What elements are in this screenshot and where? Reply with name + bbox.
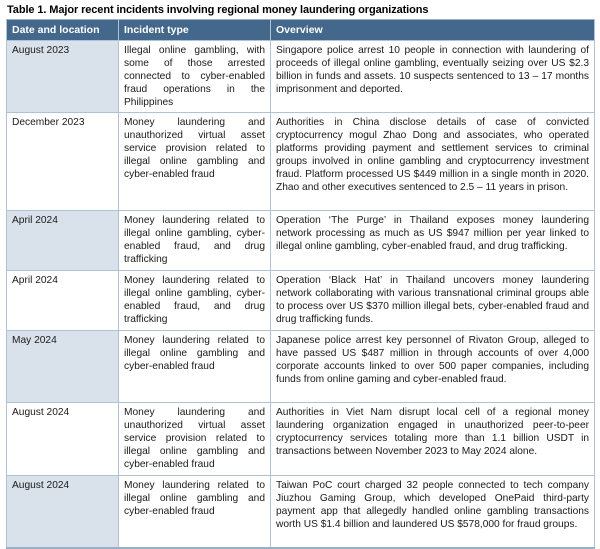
table-header: Date and location Incident type Overview (6, 19, 595, 41)
date-and-location-cell: August 2024 (6, 475, 119, 548)
incident-table-body: August 2023 Illegal online gambling, with… (6, 40, 595, 548)
table-row: May 2024 Money laundering related to ille… (6, 330, 595, 403)
overview-cell: Singapore police arrest 10 people in con… (270, 40, 595, 113)
table-row: August 2024 Money laundering and unauthor… (6, 402, 595, 476)
overview-cell: Operation ‘The Purge’ in Thailand expose… (270, 210, 595, 271)
table-row: August 2024 Money laundering related to i… (6, 475, 595, 548)
column-header-overview: Overview (270, 19, 595, 41)
column-header-date-and-location: Date and location (6, 19, 119, 41)
incident-type-cell: Money laundering related to illegal onli… (118, 210, 271, 271)
overview-cell: Taiwan PoC court charged 32 people conne… (270, 475, 595, 548)
header-row: Date and location Incident type Overview (6, 19, 595, 41)
date-and-location-cell: August 2023 (6, 40, 119, 113)
overview-cell: Operation ‘Black Hat’ in Thailand uncove… (270, 270, 595, 331)
incident-type-cell: Money laundering related to illegal onli… (118, 270, 271, 331)
overview-cell: Authorities in Viet Nam disrupt local ce… (270, 402, 595, 476)
incident-type-cell: Money laundering related to illegal onli… (118, 475, 271, 548)
overview-cell: Japanese police arrest key personnel of … (270, 330, 595, 403)
incident-type-cell: Illegal online gambling, with some of th… (118, 40, 271, 113)
date-and-location-cell: May 2024 (6, 330, 119, 403)
overview-cell: Authorities in China disclose details of… (270, 112, 595, 211)
table-caption: Table 1. Major recent incidents involvin… (7, 4, 429, 16)
incident-type-cell: Money laundering related to illegal onli… (118, 330, 271, 403)
table-row: April 2024 Money laundering related to il… (6, 210, 595, 271)
table-row: August 2023 Illegal online gambling, with… (6, 40, 595, 113)
date-and-location-cell: April 2024 (6, 270, 119, 331)
date-and-location-cell: April 2024 (6, 210, 119, 271)
table-row: December 2023 Money laundering and unauth… (6, 112, 595, 211)
incident-type-cell: Money laundering and unauthorized virtua… (118, 402, 271, 476)
date-and-location-cell: December 2023 (6, 112, 119, 211)
incident-type-cell: Money laundering and unauthorized virtua… (118, 112, 271, 211)
incident-table: Date and location Incident type Overview… (6, 19, 595, 549)
table-row: April 2024 Money laundering related to il… (6, 270, 595, 331)
column-header-incident-type: Incident type (118, 19, 271, 41)
date-and-location-cell: August 2024 (6, 402, 119, 476)
